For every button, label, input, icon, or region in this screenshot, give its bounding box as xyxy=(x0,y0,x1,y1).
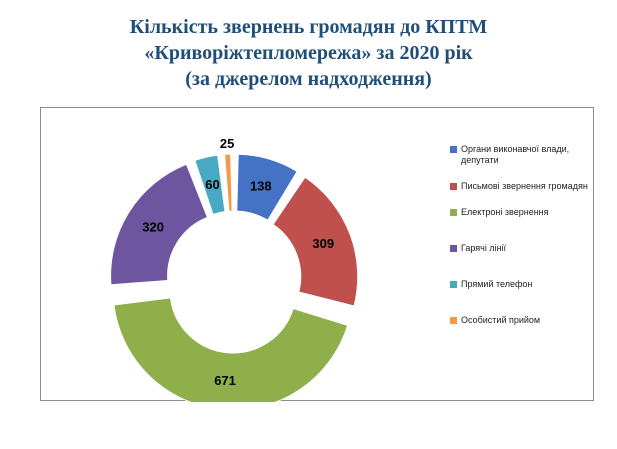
slice-osobystyi xyxy=(224,153,233,212)
legend-swatch xyxy=(450,281,457,288)
legend-label: Письмові звернення громадян xyxy=(461,181,588,191)
legend-item-osobystyi: Особистий прийом xyxy=(450,315,590,326)
legend-swatch xyxy=(450,245,457,252)
slice-organy xyxy=(236,153,298,221)
legend-swatch xyxy=(450,317,457,324)
slice-hariachi xyxy=(110,163,209,286)
slice-elektronni xyxy=(113,297,349,402)
legend-swatch xyxy=(450,183,457,190)
legend-label: Прямий телефон xyxy=(461,279,533,289)
title-line-2: «Криворіжтепломережа» за 2020 рік xyxy=(144,42,473,64)
legend-item-hariachi: Гарячі лінії xyxy=(450,243,590,254)
data-label-priamyi: 60 xyxy=(205,177,219,192)
legend-item-priamyi: Прямий телефон xyxy=(450,279,590,290)
data-label-elektronni: 671 xyxy=(214,373,236,388)
legend-label: Органи виконавчої влади, депутати xyxy=(461,144,570,165)
data-label-organy: 138 xyxy=(250,178,272,193)
slice-priamyi xyxy=(194,154,226,216)
title-line-3: (за джерелом надходження) xyxy=(185,68,432,90)
legend-item-elektronni: Електроні звернення xyxy=(450,207,590,218)
data-label-hariachi: 320 xyxy=(142,219,164,234)
chart-area: 138 309 671 320 60 25 Органи виконавчої влади… xyxy=(40,107,594,402)
legend-label: Електроні звернення xyxy=(461,207,549,217)
doughnut-chart: 138 309 671 320 60 25 xyxy=(110,136,359,402)
legend-item-pysmovi: Письмові звернення громадян xyxy=(450,181,590,192)
slice-pysmovi xyxy=(272,176,359,307)
legend-label: Гарячі лінії xyxy=(461,243,507,253)
data-label-pysmovi: 309 xyxy=(312,236,334,251)
data-label-osobystyi: 25 xyxy=(220,136,234,151)
legend-swatch xyxy=(450,209,457,216)
legend-item-organy: Органи виконавчої влади, депутати xyxy=(450,144,590,166)
legend-swatch xyxy=(450,146,457,153)
title-line-1: Кількість звернень громадян до КПТМ xyxy=(129,16,488,38)
chart-title: Кількість звернень громадян до КПТМ «Кри… xyxy=(0,14,617,92)
chart-legend: Органи виконавчої влади, депутати Письмов… xyxy=(450,144,590,351)
legend-label: Особистий прийом xyxy=(461,315,541,325)
